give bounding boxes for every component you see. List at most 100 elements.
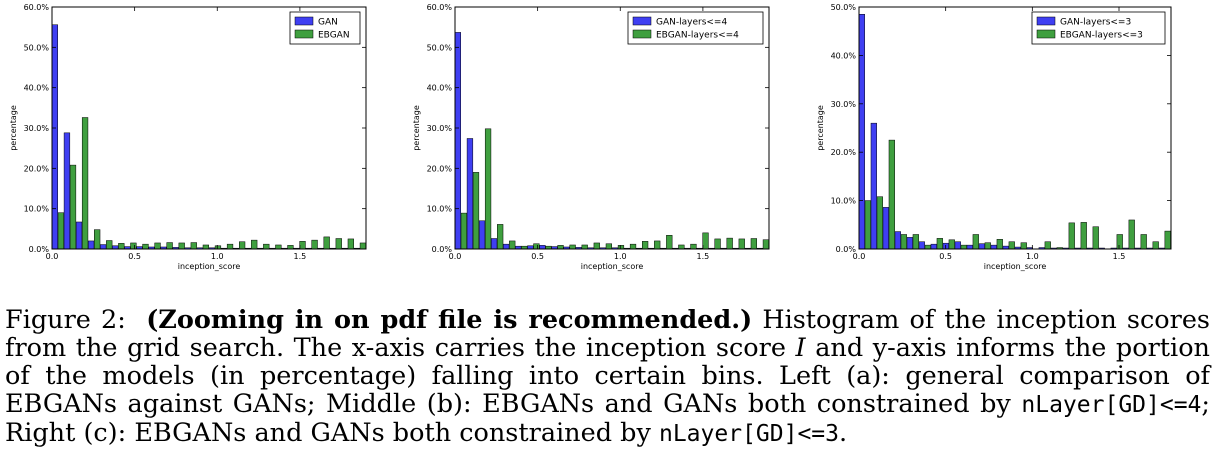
bar-ebgan-21	[1116, 234, 1123, 250]
bar-ebgan-11	[190, 242, 197, 250]
x-tick-label: 1.5	[1113, 252, 1126, 261]
legend: GAN EBGAN	[289, 11, 361, 45]
y-tick-label: 30.0%	[24, 124, 50, 133]
bar-ebgan-9	[972, 234, 979, 250]
bar-ebgan-23	[335, 238, 342, 250]
y-tick-label: 30.0%	[831, 100, 857, 109]
y-tick-label: 60.0%	[427, 3, 453, 12]
x-tick-label: 1.0	[614, 252, 627, 261]
x-tick-label: 0.5	[531, 252, 544, 261]
y-tick-label: 20.0%	[24, 164, 50, 173]
bar-gan-10	[978, 243, 985, 250]
y-tick-label: 40.0%	[831, 51, 857, 60]
legend-label-ebgan: EBGAN-layers<=4	[656, 31, 739, 41]
bar-ebgan-2	[484, 128, 492, 250]
x-tick-label: 0.5	[128, 252, 141, 261]
bar-ebgan-7	[948, 239, 955, 250]
x-axis-label: inception_score	[178, 262, 241, 271]
y-tick-label: 20.0%	[831, 148, 857, 157]
bar-ebgan-5	[924, 244, 931, 250]
bar-ebgan-25	[359, 242, 366, 250]
caption-bold-note: (Zooming in on pdf file is recommended.)	[146, 305, 753, 335]
y-tick-label: 40.0%	[427, 84, 453, 93]
histogram-panel-1: 0.0% 10.0% 20.0% 30.0% 40.0% 50.0% 60.0% 0.0 0.5…	[9, 3, 367, 271]
bar-ebgan-15	[239, 241, 246, 250]
bar-gan-2	[882, 207, 889, 250]
figure-caption: Figure 2: (Zooming in on pdf file is rec…	[5, 306, 1210, 448]
legend-swatch-gan	[1036, 16, 1056, 26]
bar-ebgan-3	[94, 229, 101, 250]
y-tick-label: 50.0%	[24, 43, 50, 52]
bar-ebgan-0	[57, 212, 65, 250]
bar-ebgan-21	[714, 238, 721, 250]
bar-gan-9	[966, 244, 973, 250]
bar-gan-4	[906, 237, 913, 250]
bar-gan-8	[954, 241, 961, 250]
bar-ebgan-25	[762, 239, 769, 250]
bar-ebgan-19	[1092, 226, 1099, 250]
legend-swatch-ebgan	[294, 29, 314, 39]
caption-text-2: and y-axis informs the portion of the mo…	[5, 333, 1210, 419]
y-axis-label: percentage	[816, 105, 825, 151]
x-tick-label: 1.5	[697, 252, 710, 261]
bar-ebgan-4	[912, 234, 919, 250]
legend: GAN-layers<=3 EBGAN-layers<=3	[1031, 11, 1166, 45]
bar-ebgan-13	[617, 245, 625, 250]
histogram-panel-3: 0.0% 10.0% 20.0% 30.0% 40.0% 50.0% 0.0 0.5 1.0 1.…	[816, 3, 1172, 271]
bar-ebgan-10	[178, 242, 185, 250]
plot-frame	[858, 6, 1172, 250]
caption-code-2: nLayer[GD]<=3	[658, 421, 839, 447]
bar-ebgan-19	[690, 243, 697, 250]
bar-ebgan-2	[888, 139, 895, 250]
x-axis-label: inception_score	[581, 262, 644, 271]
bar-ebgan-14	[629, 243, 637, 250]
bar-gan-5	[918, 241, 925, 250]
bar-ebgan-8	[154, 242, 161, 250]
bar-ebgan-6	[936, 238, 943, 250]
bar-ebgan-10	[581, 244, 588, 250]
bar-gan-3	[894, 231, 901, 250]
bar-ebgan-19	[287, 245, 294, 250]
x-tick-label: 0.0	[46, 252, 59, 261]
bar-ebgan-22	[323, 236, 330, 250]
bar-ebgan-18	[1080, 222, 1087, 250]
y-tick-label: 0.0%	[836, 245, 857, 254]
bar-gan-2	[75, 221, 83, 250]
bar-ebgan-22	[1128, 219, 1135, 250]
x-tick-label: 1.0	[211, 252, 224, 261]
bar-gan-0	[51, 24, 58, 250]
x-axis-label: inception_score	[984, 262, 1047, 271]
bar-ebgan-24	[750, 238, 757, 250]
bar-ebgan-4	[106, 240, 113, 250]
bar-ebgan-15	[642, 241, 649, 250]
bar-gan-3	[490, 238, 498, 250]
bar-ebgan-11	[593, 242, 600, 250]
caption-text-4: .	[838, 418, 848, 448]
bar-ebgan-15	[1044, 241, 1051, 250]
legend-swatch-gan	[294, 16, 314, 26]
y-tick-label: 50.0%	[831, 3, 857, 12]
x-tick-label: 0.5	[939, 252, 952, 261]
y-tick-label: 10.0%	[427, 205, 453, 214]
bar-gan-1	[466, 138, 474, 250]
bar-ebgan-22	[726, 237, 733, 250]
histogram-panel-2: 0.0% 10.0% 20.0% 30.0% 40.0% 50.0% 60.0% 0.0 0.5…	[412, 3, 770, 271]
bar-ebgan-2	[81, 117, 89, 250]
bar-ebgan-18	[275, 244, 282, 250]
bar-ebgan-3	[900, 234, 907, 250]
bar-ebgan-20	[299, 241, 306, 250]
bar-ebgan-23	[738, 238, 745, 250]
bar-ebgan-5	[118, 243, 125, 250]
y-tick-label: 30.0%	[427, 124, 453, 133]
bar-gan-1	[63, 132, 71, 250]
y-axis-label: percentage	[412, 105, 421, 151]
y-tick-label: 20.0%	[427, 164, 453, 173]
bar-gan-6	[930, 243, 937, 250]
bar-ebgan-12	[605, 243, 613, 250]
y-tick-label: 40.0%	[24, 84, 50, 93]
bar-ebgan-12	[1008, 241, 1015, 250]
caption-code-1: nLayer[GD]<=4	[1021, 392, 1202, 418]
bar-ebgan-16	[654, 240, 661, 250]
bar-ebgan-1	[876, 196, 883, 250]
bar-ebgan-16	[251, 239, 258, 250]
